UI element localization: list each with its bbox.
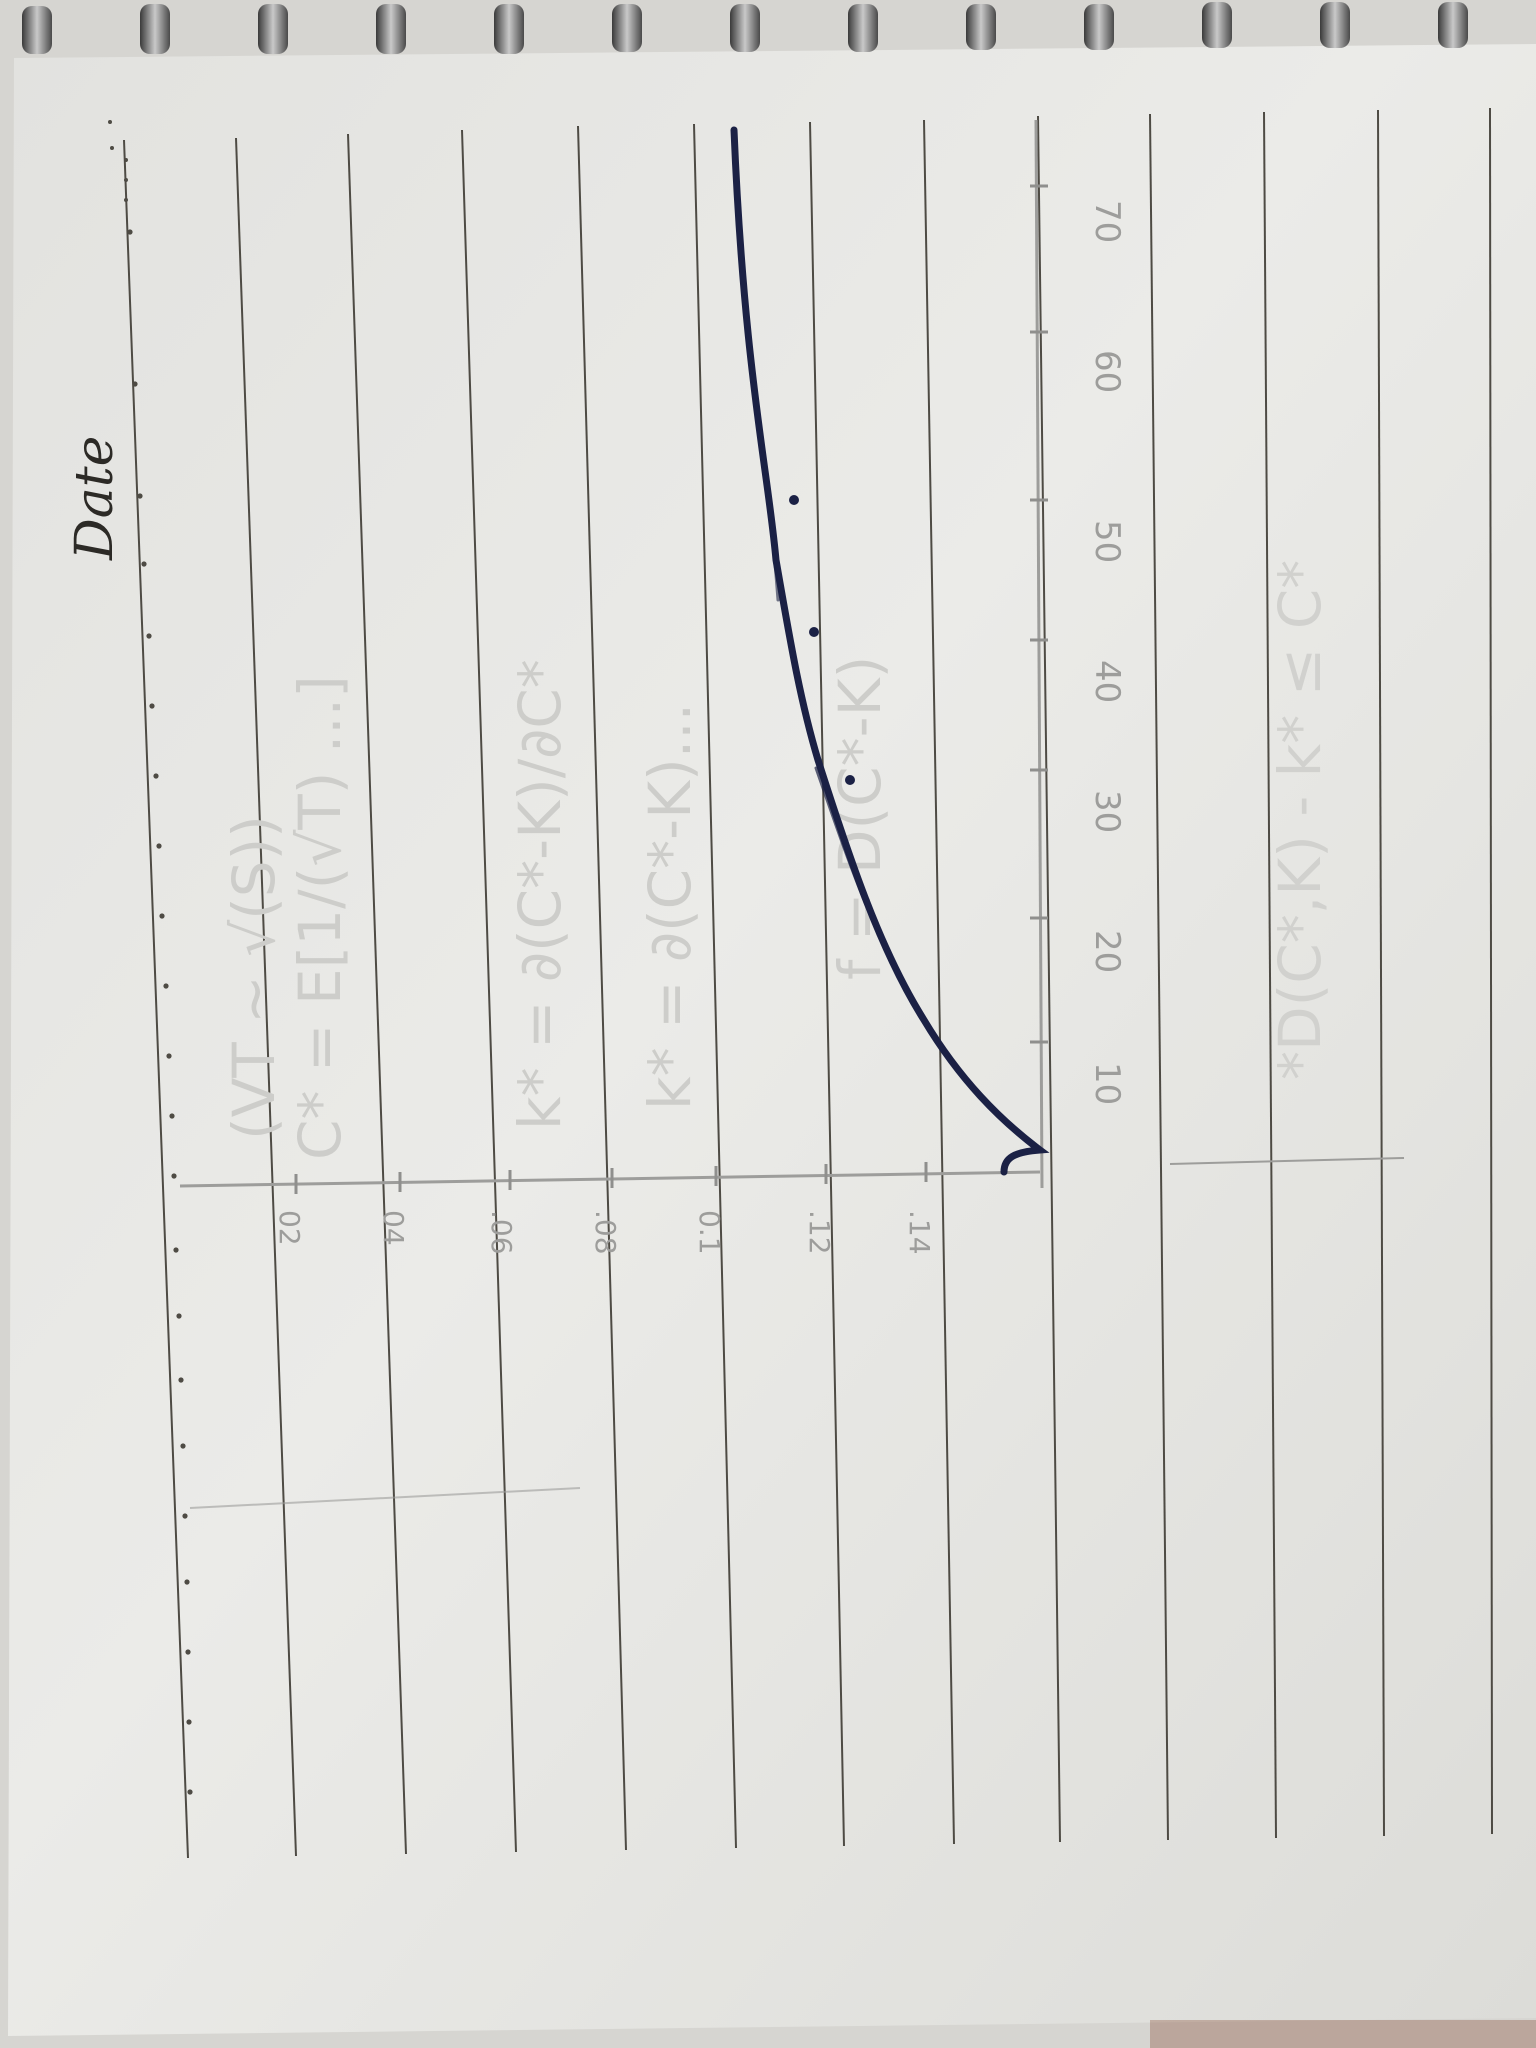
- date-label: Date: [65, 436, 125, 561]
- y-tick-label: .06: [485, 1210, 518, 1255]
- x-tick-label: 30: [1087, 790, 1127, 833]
- y-axis: [179, 1170, 1041, 1188]
- pencil-note-4: k* = ∂(C*-K)...: [636, 703, 704, 1110]
- y-tick-label: .12: [803, 1210, 836, 1255]
- bleed-through-text: *D(C*,K) - k* ≤ C*: [1266, 560, 1334, 1080]
- x-tick-label: 10: [1087, 1062, 1127, 1105]
- x-axis: [1034, 119, 1044, 1189]
- ink-mark: [789, 495, 799, 505]
- y-tick-label: .14: [903, 1210, 936, 1255]
- x-tick-labels: 10 20 30 40 50 60 70: [1087, 200, 1127, 1105]
- spiral-binding: [22, 2, 1468, 54]
- dotted-margin-line: [108, 120, 193, 1795]
- x-tick-label: 60: [1087, 350, 1127, 393]
- x-axis-ticks: [1030, 184, 1048, 1044]
- y-tick-label: 02: [273, 1210, 306, 1246]
- pencil-graph: [179, 119, 1405, 1509]
- x-tick-label: 50: [1087, 520, 1127, 563]
- y-axis-ticks: [294, 1162, 928, 1194]
- pencil-note-1: (VT ~ √(S)): [220, 815, 288, 1140]
- y-tick-label: .08: [589, 1210, 622, 1255]
- desk-edge: [1150, 2020, 1536, 2048]
- x-tick-label: 40: [1087, 660, 1127, 703]
- ink-curve: [730, 126, 1050, 1176]
- pencil-note-2: C* = E[1/(√T) ...]: [286, 675, 354, 1160]
- y-tick-label: 0.1: [693, 1210, 726, 1255]
- y-tick-labels: 02 04 .06 .08 0.1 .12 .14: [273, 1210, 936, 1255]
- faint-pencil-notes: (VT ~ √(S)) C* = E[1/(√T) ...] k* = ∂(C*…: [220, 560, 1334, 1160]
- x-tick-label: 70: [1087, 200, 1127, 243]
- y-tick-label: 04: [377, 1210, 410, 1246]
- ruled-lines: [123, 107, 1493, 1859]
- x-tick-label: 20: [1087, 930, 1127, 973]
- ink-mark: [809, 627, 819, 637]
- pencil-note-3: k* = ∂(C*-K)/∂C*: [506, 659, 574, 1130]
- ink-mark: [845, 775, 855, 785]
